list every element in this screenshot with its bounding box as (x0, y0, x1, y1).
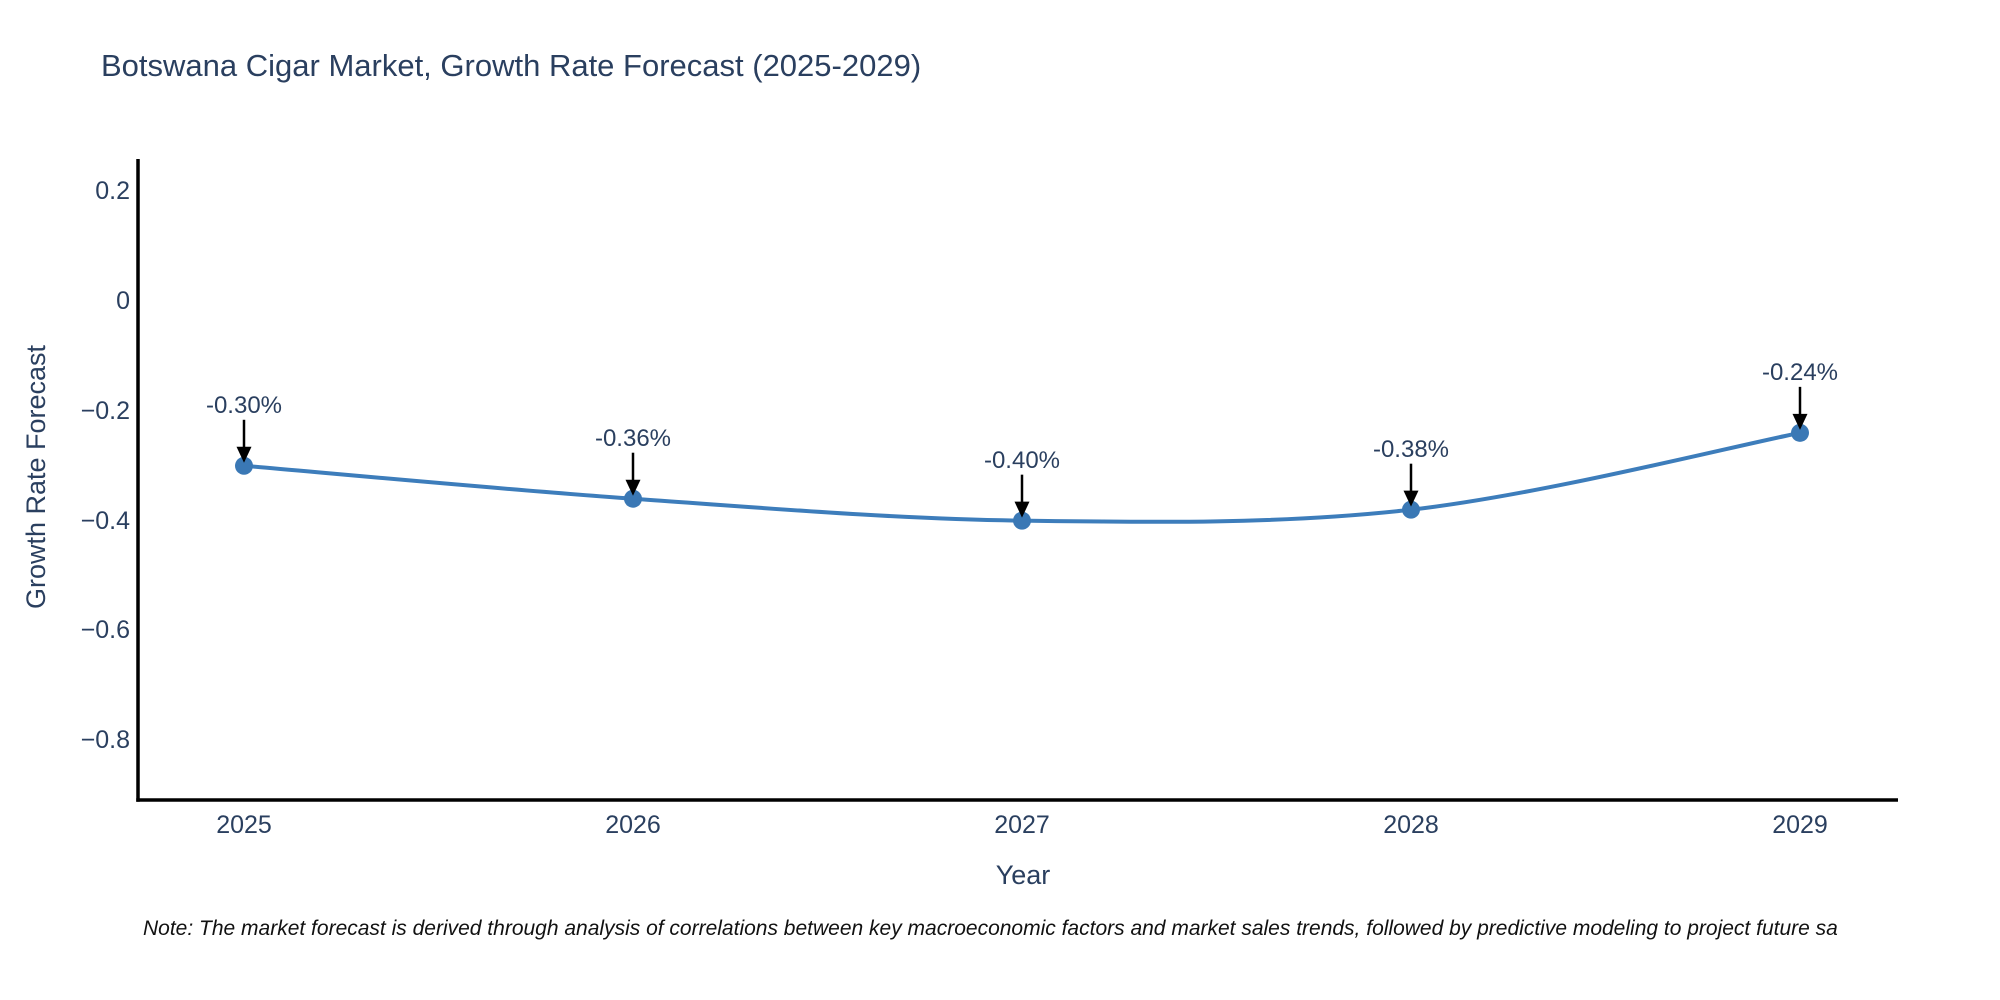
data-point-marker (1791, 423, 1809, 442)
footnote: Note: The market forecast is derived thr… (143, 917, 1838, 940)
annotation-arrowhead (236, 446, 252, 463)
data-point-label: -0.30% (205, 391, 283, 419)
x-tick-label: 2029 (1772, 811, 1828, 839)
data-point-label: -0.24% (1761, 358, 1839, 386)
data-point-label: -0.38% (1372, 435, 1450, 463)
y-tick-label: 0 (116, 287, 130, 316)
data-point-label: -0.36% (594, 424, 672, 452)
data-point-marker (624, 489, 642, 508)
x-tick-label: 2027 (994, 811, 1050, 839)
annotation-arrowhead (625, 479, 641, 496)
y-tick-label: −0.4 (80, 506, 130, 535)
annotation-arrowhead (1792, 413, 1808, 430)
annotation-arrowhead (1403, 490, 1419, 507)
x-axis-title: Year (995, 860, 1051, 890)
y-tick-label: −0.8 (80, 726, 130, 755)
data-point-marker (1013, 511, 1031, 530)
x-tick-label: 2025 (216, 811, 272, 839)
annotation-arrowhead (1014, 501, 1030, 518)
data-point-label: -0.40% (983, 446, 1061, 474)
data-point-marker (235, 456, 253, 475)
chart-title: Botswana Cigar Market, Growth Rate Forec… (101, 48, 922, 83)
x-tick-label: 2026 (605, 811, 661, 839)
data-point-marker (1402, 500, 1420, 519)
y-axis-title: Growth Rate Forecast (21, 344, 51, 610)
y-tick-label: −0.6 (80, 616, 130, 645)
y-tick-label: −0.2 (80, 396, 130, 425)
x-tick-label: 2028 (1383, 811, 1439, 839)
y-tick-label: 0.2 (95, 177, 130, 206)
